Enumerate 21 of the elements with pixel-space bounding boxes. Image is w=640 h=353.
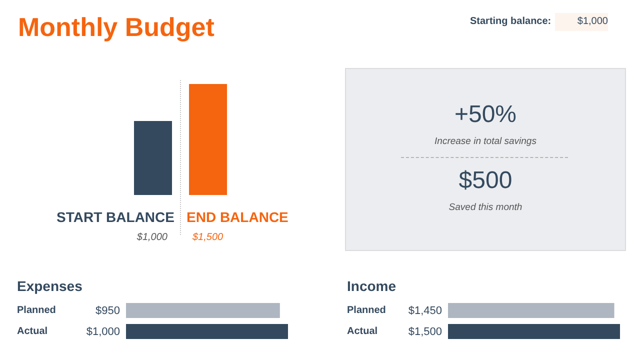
data-label: $1,500 [192,232,224,243]
chart-title: Monthly Budget [18,12,214,43]
data-label: $1,000 [136,232,168,243]
data-label: $1,000 [86,325,120,340]
data-label: $950 [96,304,120,319]
y-tick-label: Planned [347,304,386,318]
text: +50% [453,101,518,129]
x-tick-label: START BALANCE [56,209,174,225]
text: Saved this month [448,202,524,213]
chart-title: Income [347,278,398,296]
text: Increase in total savings [434,136,538,147]
text: $500 [458,167,514,195]
data-label: $1,500 [408,325,442,340]
text: Starting balance: [470,16,552,27]
data-label: $1,450 [408,304,442,319]
y-tick-label: Actual [17,325,48,339]
y-tick-label: Planned [17,304,56,318]
chart-title: Expenses [17,278,84,296]
y-tick-label: Actual [347,325,378,339]
x-tick-label: END BALANCE [186,209,288,225]
text: $1,000 [555,13,608,31]
